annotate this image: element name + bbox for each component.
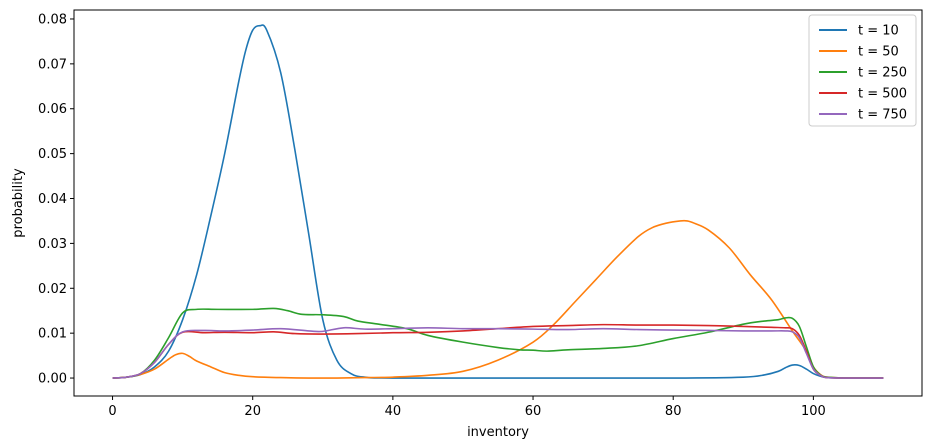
- legend-box: [808, 14, 917, 127]
- y-tick-label: 0.08: [38, 12, 67, 27]
- series-line-2: [112, 219, 884, 379]
- x-tick-label: 40: [385, 404, 402, 419]
- plot-frame: [73, 9, 923, 397]
- x-tick-label: 60: [525, 404, 542, 419]
- legend-label: t = 50: [858, 45, 899, 60]
- legend-label: t = 10: [858, 24, 899, 39]
- y-axis-label: probability: [11, 168, 26, 238]
- y-tick-label: 0.00: [38, 372, 67, 387]
- y-tick-label: 0.06: [38, 102, 67, 117]
- series-line-4: [112, 323, 884, 379]
- x-tick-label: 20: [244, 404, 261, 419]
- x-tick-label: 0: [108, 404, 116, 419]
- legend: t = 10 t = 50 t = 250 t = 500 t = 750: [808, 14, 917, 127]
- y-axis: 0.00 0.01 0.02 0.03 0.04 0.05 0.06 0.07 0.08: [38, 12, 74, 387]
- series-line-3: [112, 307, 884, 379]
- plot-lines: [112, 24, 884, 379]
- x-axis: 0 20 40 60 80 100: [108, 396, 826, 419]
- x-tick-label: 80: [665, 404, 682, 419]
- legend-label: t = 750: [858, 108, 907, 123]
- legend-label: t = 250: [858, 66, 907, 81]
- y-tick-label: 0.02: [38, 282, 67, 297]
- y-tick-label: 0.04: [38, 192, 67, 207]
- legend-label: t = 500: [858, 87, 907, 102]
- series-line-1: [112, 24, 884, 379]
- x-axis-label: inventory: [467, 425, 529, 440]
- y-tick-label: 0.05: [38, 147, 67, 162]
- y-tick-label: 0.01: [38, 327, 67, 342]
- x-tick-label: 100: [801, 404, 826, 419]
- y-tick-label: 0.07: [38, 57, 67, 72]
- y-tick-label: 0.03: [38, 237, 67, 252]
- series-line-5: [112, 326, 884, 379]
